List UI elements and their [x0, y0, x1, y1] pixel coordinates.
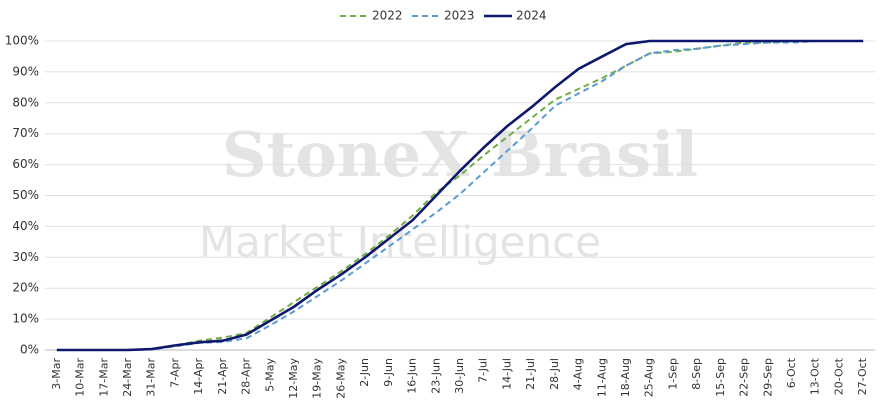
x-tick-label: 9-Jun: [382, 358, 395, 387]
x-tick-label: 29-Sep: [761, 358, 774, 397]
y-tick-label: 0%: [20, 343, 39, 357]
x-tick-label: 11-Aug: [595, 358, 608, 397]
x-tick-label: 1-Sep: [666, 358, 679, 390]
x-tick-label: 5-May: [263, 358, 276, 392]
y-tick-label: 80%: [12, 95, 39, 109]
x-tick-label: 10-Mar: [74, 358, 87, 397]
x-tick-label: 21-Apr: [216, 358, 229, 395]
y-tick-label: 60%: [12, 157, 39, 171]
y-tick-label: 30%: [12, 250, 39, 264]
x-tick-label: 7-Apr: [168, 358, 181, 388]
y-tick-label: 10%: [12, 312, 39, 326]
x-tick-label: 31-Mar: [145, 358, 158, 397]
x-tick-label: 25-Aug: [643, 358, 656, 397]
legend-label: 2022: [372, 9, 403, 23]
y-tick-label: 100%: [5, 34, 39, 48]
x-tick-label: 24-Mar: [121, 358, 134, 397]
x-tick-label: 13-Oct: [809, 357, 822, 395]
x-tick-label: 7-Jul: [477, 358, 490, 383]
x-tick-label: 26-May: [334, 358, 347, 399]
x-tick-label: 27-Oct: [856, 357, 869, 395]
x-tick-label: 8-Sep: [690, 358, 703, 390]
x-tick-label: 28-Apr: [240, 358, 253, 395]
series-line: [56, 39, 864, 352]
watermark: StoneX Brasil: [222, 118, 698, 191]
watermark: Market Intelligence: [199, 218, 601, 267]
x-tick-label: 22-Sep: [738, 358, 751, 397]
x-tick-label: 18-Aug: [619, 358, 632, 397]
x-tick-label: 21-Jul: [524, 358, 537, 390]
x-tick-label: 12-May: [287, 358, 300, 399]
x-tick-label: 15-Sep: [714, 358, 727, 397]
x-tick-label: 3-Mar: [50, 358, 63, 390]
y-tick-label: 20%: [12, 281, 39, 295]
x-tick-label: 28-Jul: [548, 358, 561, 390]
x-tick-label: 6-Oct: [785, 357, 798, 388]
x-tick-label: 17-Mar: [97, 358, 110, 397]
x-tick-label: 20-Oct: [832, 357, 845, 395]
x-tick-label: 19-May: [311, 358, 324, 399]
x-tick-label: 4-Aug: [572, 358, 585, 390]
x-tick-label: 2-Jun: [358, 358, 371, 387]
x-tick-label: 14-Apr: [192, 358, 205, 395]
y-tick-label: 50%: [12, 188, 39, 202]
x-tick-label: 14-Jul: [500, 358, 513, 390]
x-tick-label: 30-Jun: [453, 358, 466, 394]
y-tick-label: 70%: [12, 126, 39, 140]
y-tick-label: 40%: [12, 219, 39, 233]
legend-label: 2024: [516, 9, 547, 23]
legend-label: 2023: [444, 9, 475, 23]
y-tick-label: 90%: [12, 64, 39, 78]
x-tick-label: 23-Jun: [429, 358, 442, 394]
x-tick-label: 16-Jun: [406, 358, 419, 394]
